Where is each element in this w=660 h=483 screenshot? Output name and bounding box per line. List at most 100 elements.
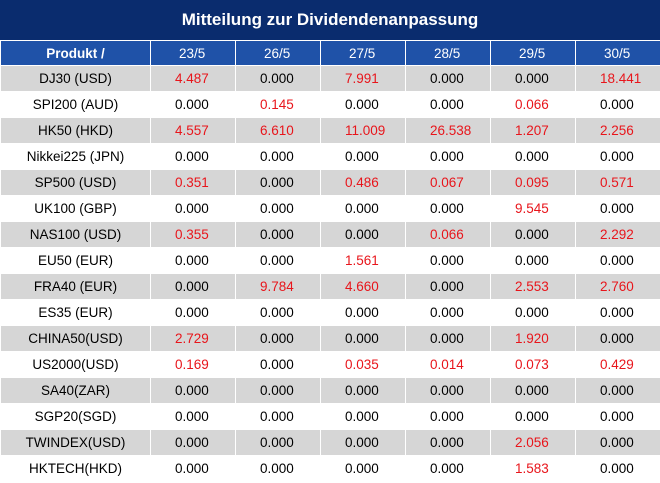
dividend-value-cell: 0.000 (575, 325, 660, 352)
dividend-value-cell: 0.000 (235, 169, 321, 196)
dividend-value-cell: 0.000 (575, 195, 660, 222)
dividend-value-cell: 4.660 (320, 273, 406, 300)
dividend-value-cell: 0.000 (490, 299, 576, 326)
table-row: SP500 (USD) 0.351 0.000 0.486 0.067 0.095 0.57… (0, 169, 660, 196)
product-cell: HKTECH(HKD) (0, 455, 151, 482)
dividend-table: Produkt / 23/5 26/5 27/5 28/5 29/5 30/5 … (0, 40, 660, 482)
dividend-value-cell: 0.066 (490, 91, 576, 118)
dividend-value-cell: 0.000 (150, 91, 236, 118)
column-header-product: Produkt / (0, 40, 151, 66)
page-title: Mitteilung zur Dividendenanpassung (0, 0, 660, 40)
dividend-value-cell: 0.067 (405, 169, 491, 196)
table-row: NAS100 (USD) 0.355 0.000 0.000 0.066 0.000 2.2… (0, 221, 660, 248)
product-cell: FRA40 (EUR) (0, 273, 151, 300)
dividend-value-cell: 0.000 (235, 143, 321, 170)
product-cell: SPI200 (AUD) (0, 91, 151, 118)
dividend-value-cell: 2.553 (490, 273, 576, 300)
table-row: ES35 (EUR) 0.000 0.000 0.000 0.000 0.000 0.000 (0, 299, 660, 326)
dividend-value-cell: 2.760 (575, 273, 660, 300)
table-body: DJ30 (USD) 4.487 0.000 7.991 0.000 0.000 18.44… (0, 65, 660, 482)
dividend-value-cell: 0.000 (150, 377, 236, 404)
table-row: EU50 (EUR) 0.000 0.000 1.561 0.000 0.000 0.000 (0, 247, 660, 274)
dividend-value-cell: 0.000 (150, 403, 236, 430)
dividend-value-cell: 0.000 (235, 351, 321, 378)
dividend-value-cell: 0.000 (405, 91, 491, 118)
dividend-value-cell: 0.000 (320, 143, 406, 170)
dividend-value-cell: 11.009 (320, 117, 406, 144)
dividend-value-cell: 0.000 (320, 221, 406, 248)
dividend-value-cell: 0.000 (405, 455, 491, 482)
dividend-value-cell: 0.000 (405, 65, 491, 92)
dividend-value-cell: 0.145 (235, 91, 321, 118)
dividend-value-cell: 0.000 (235, 195, 321, 222)
dividend-value-cell: 0.000 (150, 429, 236, 456)
product-cell: SP500 (USD) (0, 169, 151, 196)
product-cell: TWINDEX(USD) (0, 429, 151, 456)
dividend-value-cell: 0.169 (150, 351, 236, 378)
table-row: DJ30 (USD) 4.487 0.000 7.991 0.000 0.000 18.44… (0, 65, 660, 92)
dividend-value-cell: 0.000 (235, 455, 321, 482)
dividend-value-cell: 18.441 (575, 65, 660, 92)
product-cell: DJ30 (USD) (0, 65, 151, 92)
dividend-value-cell: 0.000 (235, 403, 321, 430)
dividend-value-cell: 0.000 (320, 299, 406, 326)
dividend-value-cell: 0.000 (150, 143, 236, 170)
dividend-value-cell: 4.557 (150, 117, 236, 144)
dividend-value-cell: 0.000 (405, 403, 491, 430)
dividend-value-cell: 9.784 (235, 273, 321, 300)
dividend-value-cell: 0.000 (235, 325, 321, 352)
dividend-value-cell: 2.056 (490, 429, 576, 456)
dividend-value-cell: 0.000 (405, 325, 491, 352)
dividend-value-cell: 0.000 (490, 221, 576, 248)
table-row: SGP20(SGD) 0.000 0.000 0.000 0.000 0.000 0.000 (0, 403, 660, 430)
dividend-value-cell: 0.000 (235, 377, 321, 404)
dividend-value-cell: 0.000 (235, 299, 321, 326)
product-cell: UK100 (GBP) (0, 195, 151, 222)
column-header-date: 30/5 (575, 40, 660, 66)
table-row: US2000(USD) 0.169 0.000 0.035 0.014 0.073 0.42… (0, 351, 660, 378)
dividend-value-cell: 0.000 (575, 377, 660, 404)
table-header-row: Produkt / 23/5 26/5 27/5 28/5 29/5 30/5 (0, 40, 660, 66)
dividend-value-cell: 0.000 (405, 143, 491, 170)
dividend-value-cell: 0.429 (575, 351, 660, 378)
table-row: SA40(ZAR) 0.000 0.000 0.000 0.000 0.000 0.000 (0, 377, 660, 404)
dividend-value-cell: 7.991 (320, 65, 406, 92)
dividend-value-cell: 4.487 (150, 65, 236, 92)
dividend-value-cell: 0.000 (320, 429, 406, 456)
column-header-date: 26/5 (235, 40, 321, 66)
dividend-value-cell: 0.000 (235, 247, 321, 274)
dividend-value-cell: 0.000 (575, 403, 660, 430)
dividend-value-cell: 0.000 (490, 247, 576, 274)
dividend-value-cell: 0.000 (575, 429, 660, 456)
product-cell: Nikkei225 (JPN) (0, 143, 151, 170)
product-cell: CHINA50(USD) (0, 325, 151, 352)
dividend-value-cell: 1.583 (490, 455, 576, 482)
dividend-value-cell: 0.000 (405, 377, 491, 404)
dividend-value-cell: 0.000 (150, 273, 236, 300)
dividend-value-cell: 0.000 (490, 377, 576, 404)
dividend-value-cell: 0.000 (575, 143, 660, 170)
dividend-value-cell: 0.000 (490, 143, 576, 170)
table-row: SPI200 (AUD) 0.000 0.145 0.000 0.000 0.066 0.0… (0, 91, 660, 118)
dividend-value-cell: 0.000 (150, 299, 236, 326)
dividend-value-cell: 2.729 (150, 325, 236, 352)
dividend-value-cell: 2.256 (575, 117, 660, 144)
dividend-value-cell: 2.292 (575, 221, 660, 248)
dividend-value-cell: 0.073 (490, 351, 576, 378)
column-header-date: 27/5 (320, 40, 406, 66)
dividend-value-cell: 0.000 (320, 377, 406, 404)
dividend-value-cell: 0.000 (320, 325, 406, 352)
dividend-value-cell: 9.545 (490, 195, 576, 222)
dividend-value-cell: 0.000 (150, 195, 236, 222)
dividend-value-cell: 0.000 (490, 65, 576, 92)
product-cell: NAS100 (USD) (0, 221, 151, 248)
table-row: CHINA50(USD) 2.729 0.000 0.000 0.000 1.920 0.0… (0, 325, 660, 352)
table-row: HK50 (HKD) 4.557 6.610 11.009 26.538 1.207 2.2… (0, 117, 660, 144)
dividend-value-cell: 0.000 (575, 455, 660, 482)
table-row: TWINDEX(USD) 0.000 0.000 0.000 0.000 2.056 0.0… (0, 429, 660, 456)
dividend-value-cell: 0.355 (150, 221, 236, 248)
product-cell: US2000(USD) (0, 351, 151, 378)
dividend-value-cell: 0.000 (235, 429, 321, 456)
dividend-value-cell: 0.351 (150, 169, 236, 196)
